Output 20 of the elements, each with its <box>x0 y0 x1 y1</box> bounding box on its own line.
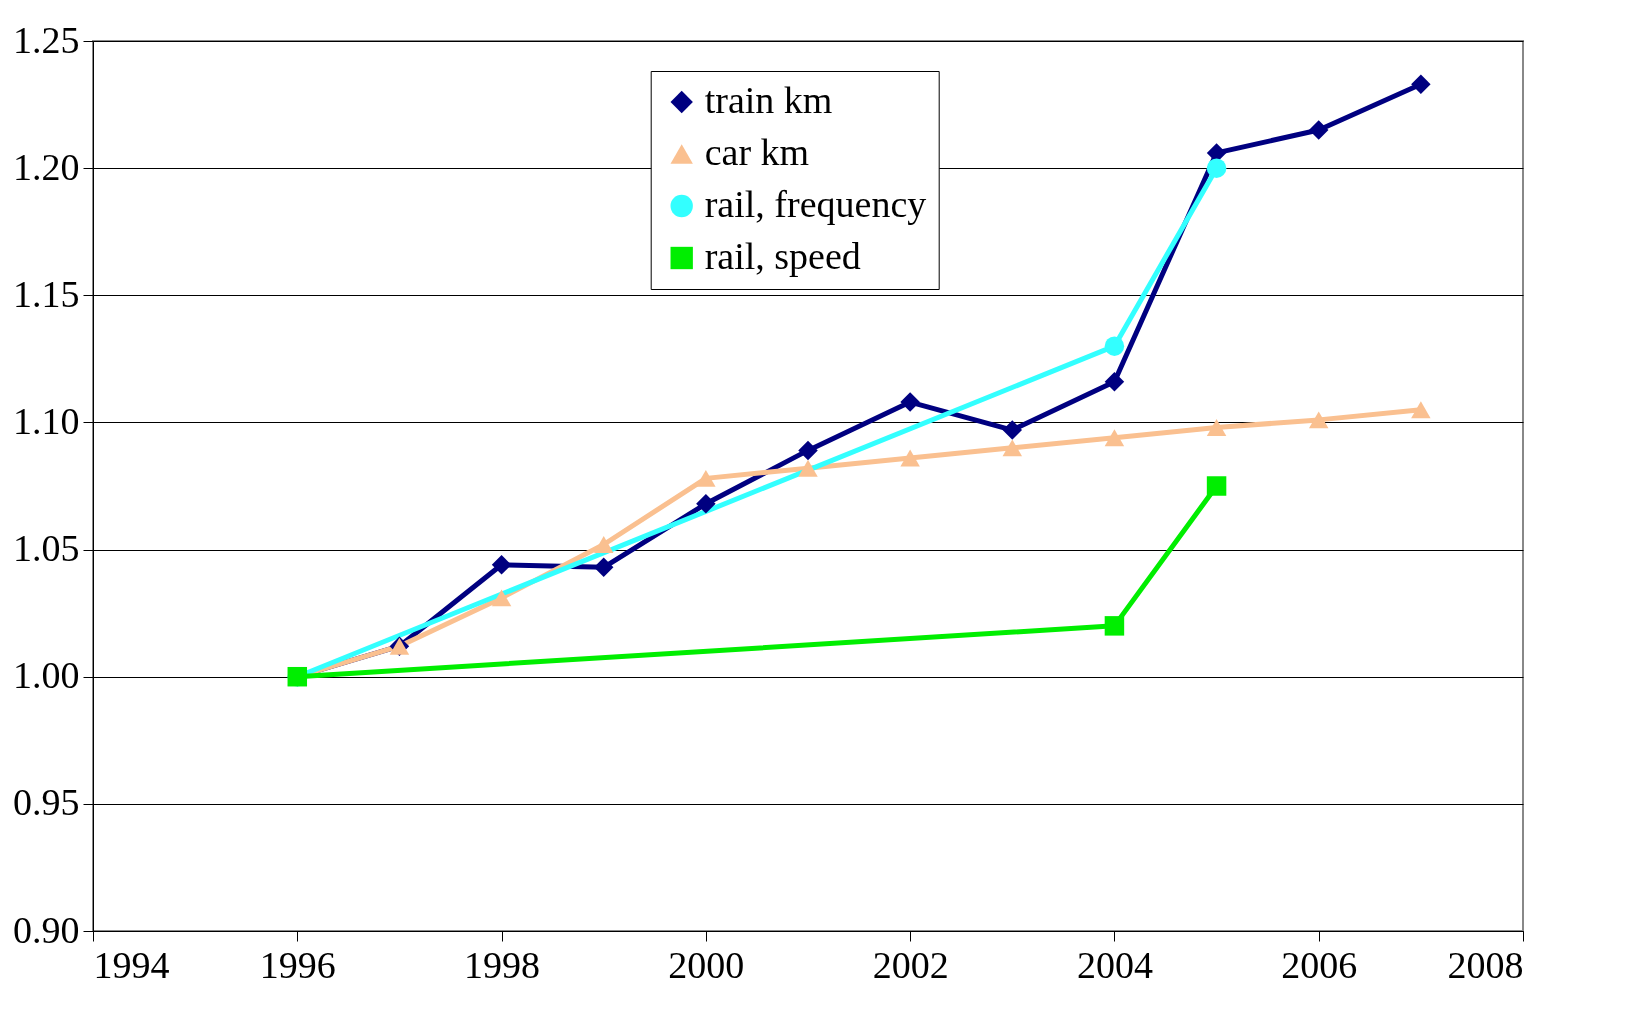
x-tick-label: 1996 <box>259 943 336 986</box>
y-tick-label: 1.15 <box>13 272 80 315</box>
y-tick-label: 1.00 <box>13 654 80 697</box>
x-tick-label: 2000 <box>668 943 745 986</box>
y-tick-label: 1.05 <box>13 527 80 570</box>
y-tick-label: 1.25 <box>13 18 80 61</box>
x-tick-label: 1994 <box>93 943 170 986</box>
legend-label: rail, speed <box>704 235 861 277</box>
x-tick-label: 2008 <box>1447 943 1524 986</box>
legend-label: car km <box>704 131 810 173</box>
y-tick-label: 0.95 <box>13 781 80 824</box>
legend-label: train km <box>704 79 833 121</box>
x-tick-label: 2006 <box>1281 943 1358 986</box>
y-tick-label: 1.20 <box>13 145 80 188</box>
x-tick-label: 2004 <box>1076 943 1153 986</box>
legend-label: rail, frequency <box>704 183 927 225</box>
x-tick-label: 1998 <box>464 943 541 986</box>
y-tick-label: 0.90 <box>13 908 80 951</box>
x-tick-label: 2002 <box>872 943 949 986</box>
y-tick-label: 1.10 <box>13 399 80 442</box>
